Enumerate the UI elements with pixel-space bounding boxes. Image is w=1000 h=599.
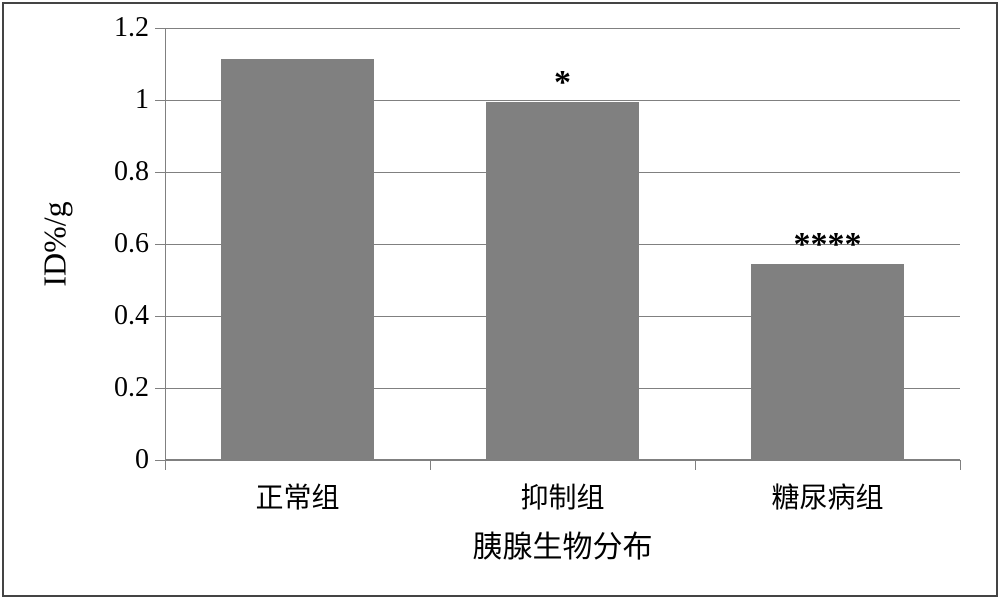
y-tick-label: 0.6 <box>114 228 149 260</box>
y-tick-mark <box>155 28 165 29</box>
bar <box>221 59 375 460</box>
y-tick-label: 0.4 <box>114 300 149 332</box>
y-tick-mark <box>155 388 165 389</box>
y-tick-label: 0 <box>135 444 149 476</box>
y-tick-label: 1 <box>135 84 149 116</box>
y-tick-label: 0.8 <box>114 156 149 188</box>
x-tick-mark <box>165 460 166 470</box>
x-tick-mark <box>695 460 696 470</box>
chart-container: ID%/g 胰腺生物分布 0 0.2 0.4 0.6 0.8 1 1.2 正常组 抑制组 * 糖尿病… <box>0 0 1000 599</box>
x-tick-mark <box>430 460 431 470</box>
gridline <box>165 460 960 461</box>
y-axis-label: ID%/g <box>37 201 74 286</box>
y-tick-mark <box>155 100 165 101</box>
y-tick-label: 0.2 <box>114 372 149 404</box>
x-tick-mark <box>960 460 961 470</box>
bar <box>751 264 905 460</box>
significance-marker: * <box>554 64 571 102</box>
significance-marker: **** <box>794 226 862 264</box>
x-tick-label: 糖尿病组 <box>771 476 883 516</box>
gridline <box>165 28 960 29</box>
y-tick-mark <box>155 460 165 461</box>
y-tick-mark <box>155 316 165 317</box>
y-tick-label: 1.2 <box>114 12 149 44</box>
x-tick-label: 抑制组 <box>520 476 604 516</box>
x-tick-label: 正常组 <box>255 476 339 516</box>
y-tick-mark <box>155 172 165 173</box>
bar <box>486 102 640 460</box>
x-axis-label: 胰腺生物分布 <box>473 522 653 566</box>
y-tick-mark <box>155 244 165 245</box>
y-axis-line <box>165 28 166 460</box>
